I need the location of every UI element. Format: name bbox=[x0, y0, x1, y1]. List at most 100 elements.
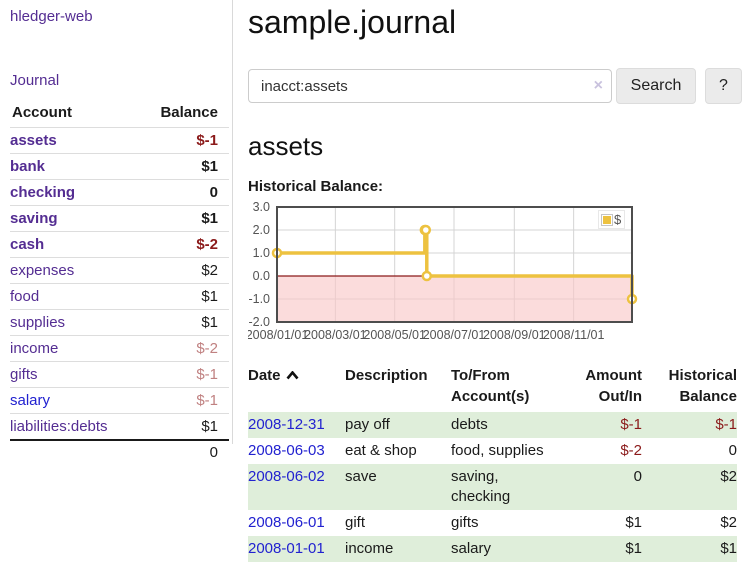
transaction-accounts: food, supplies bbox=[451, 442, 544, 459]
svg-text:2008/09/01: 2008/09/01 bbox=[483, 328, 546, 342]
account-link-gifts[interactable]: gifts bbox=[10, 366, 38, 383]
account-balance: $1 bbox=[201, 288, 218, 305]
transaction-accounts: salary bbox=[451, 540, 492, 557]
register-row: 2008-12-31 pay off debts $-1 $-1 bbox=[248, 412, 737, 438]
svg-text:-2.0: -2.0 bbox=[248, 315, 270, 329]
account-balance: $-2 bbox=[196, 340, 218, 357]
account-link-saving[interactable]: saving bbox=[10, 210, 58, 227]
transaction-date-link[interactable]: 2008-01-01 bbox=[248, 540, 325, 557]
transaction-balance: $2 bbox=[720, 468, 737, 485]
svg-text:0.0: 0.0 bbox=[253, 269, 270, 283]
transaction-amount: $1 bbox=[625, 540, 642, 557]
account-row: income $-2 bbox=[10, 335, 229, 362]
account-row: supplies $1 bbox=[10, 309, 229, 336]
svg-text:2008/07/01: 2008/07/01 bbox=[423, 328, 486, 342]
transaction-balance: 0 bbox=[728, 442, 737, 459]
search-button[interactable]: Search bbox=[616, 68, 696, 104]
account-balance: $-1 bbox=[196, 392, 218, 409]
main-content: sample.journal × Search ? assets Histori… bbox=[246, 0, 742, 562]
register-col-accounts: To/From Account(s) bbox=[451, 367, 530, 405]
account-link-salary[interactable]: salary bbox=[10, 392, 51, 409]
transaction-amount: $-2 bbox=[620, 442, 642, 459]
account-balance: $1 bbox=[201, 314, 218, 331]
svg-text:2008/11/01: 2008/11/01 bbox=[543, 328, 605, 342]
svg-text:2008/01/01: 2008/01/01 bbox=[248, 328, 308, 342]
svg-text:-1.0: -1.0 bbox=[248, 292, 270, 306]
account-balance: $1 bbox=[201, 158, 218, 175]
transaction-accounts: debts bbox=[451, 416, 488, 433]
transaction-date-link[interactable]: 2008-06-03 bbox=[248, 442, 325, 459]
account-row: expenses $2 bbox=[10, 257, 229, 284]
account-balance: $-1 bbox=[196, 366, 218, 383]
search-form: × Search ? bbox=[248, 68, 742, 104]
account-link-income[interactable]: income bbox=[10, 340, 59, 357]
accounts-table: Account Balance assets $-1 bank $1 check… bbox=[10, 102, 229, 464]
svg-text:1.0: 1.0 bbox=[253, 246, 270, 260]
account-row: salary $-1 bbox=[10, 387, 229, 414]
account-link-assets[interactable]: assets bbox=[10, 132, 57, 149]
account-link-food[interactable]: food bbox=[10, 288, 40, 305]
account-balance: $-2 bbox=[196, 236, 218, 253]
register-col-balance: Historical Balance bbox=[668, 367, 737, 405]
historical-balance-chart: 3.0 2.0 1.0 0.0 -1.0 -2.0 2008/01/01 2008/03/01… bbox=[246, 200, 742, 346]
sidebar-item-journal[interactable]: Journal bbox=[10, 72, 60, 89]
account-heading: assets bbox=[248, 131, 324, 161]
account-row: liabilities:debts $1 bbox=[10, 413, 229, 441]
svg-text:2008/03/01: 2008/03/01 bbox=[304, 328, 367, 342]
accounts-header-row: Account Balance bbox=[10, 102, 229, 128]
register-header-row: Date Description To/From Account(s) Amou… bbox=[248, 363, 737, 412]
account-balance: $2 bbox=[201, 262, 218, 279]
account-balance: $1 bbox=[201, 210, 218, 227]
sidebar: hledger-web Journal Account Balance asse… bbox=[0, 0, 233, 461]
transaction-description: income bbox=[345, 540, 394, 557]
transaction-amount: 0 bbox=[633, 468, 642, 485]
account-balance: 0 bbox=[209, 184, 218, 201]
transaction-description: eat & shop bbox=[345, 442, 417, 459]
accounts-total-row: 0 bbox=[10, 440, 229, 464]
transaction-date-link[interactable]: 2008-06-01 bbox=[248, 514, 325, 531]
account-balance: $1 bbox=[201, 418, 218, 435]
transaction-balance: $-1 bbox=[715, 416, 737, 433]
account-row: assets $-1 bbox=[10, 127, 229, 154]
transaction-accounts: saving, checking bbox=[451, 468, 511, 505]
account-row: gifts $-1 bbox=[10, 361, 229, 388]
clear-search-icon[interactable]: × bbox=[593, 77, 603, 94]
register-col-description: Description bbox=[345, 367, 428, 384]
register-row: 2008-06-01 gift gifts $1 $2 bbox=[248, 510, 737, 536]
transaction-description: save bbox=[345, 468, 377, 485]
account-row: bank $1 bbox=[10, 153, 229, 180]
transaction-description: gift bbox=[345, 514, 366, 531]
legend-label: $ bbox=[614, 212, 622, 227]
register-row: 2008-06-02 save saving, checking 0 $2 bbox=[248, 464, 737, 510]
accounts-col-account: Account bbox=[12, 104, 72, 121]
account-link-supplies[interactable]: supplies bbox=[10, 314, 66, 331]
chart-legend: $ bbox=[598, 210, 626, 229]
register-col-amount: Amount Out/In bbox=[585, 367, 642, 405]
account-link-bank[interactable]: bank bbox=[10, 158, 46, 175]
account-row: cash $-2 bbox=[10, 231, 229, 258]
account-link-liabilities-debts[interactable]: liabilities:debts bbox=[10, 418, 108, 435]
app-title-link[interactable]: hledger-web bbox=[10, 8, 93, 25]
svg-text:2008/05/01: 2008/05/01 bbox=[363, 328, 426, 342]
register-table: Date Description To/From Account(s) Amou… bbox=[248, 363, 737, 562]
account-balance: $-1 bbox=[196, 132, 218, 149]
accounts-total-value: 0 bbox=[209, 444, 218, 461]
transaction-date-link[interactable]: 2008-12-31 bbox=[248, 416, 325, 433]
sort-ascending-icon bbox=[286, 365, 299, 386]
chart-section-label: Historical Balance: bbox=[248, 178, 384, 195]
help-button[interactable]: ? bbox=[705, 68, 742, 104]
transaction-accounts: gifts bbox=[451, 514, 479, 531]
transaction-description: pay off bbox=[345, 416, 390, 433]
transaction-balance: $2 bbox=[720, 514, 737, 531]
transaction-amount: $1 bbox=[625, 514, 642, 531]
account-link-expenses[interactable]: expenses bbox=[10, 262, 75, 279]
svg-text:2.0: 2.0 bbox=[253, 223, 270, 237]
search-input[interactable] bbox=[248, 69, 612, 103]
svg-text:3.0: 3.0 bbox=[253, 202, 270, 214]
transaction-date-link[interactable]: 2008-06-02 bbox=[248, 468, 325, 485]
legend-swatch-icon bbox=[601, 213, 613, 226]
account-link-cash[interactable]: cash bbox=[10, 236, 45, 253]
search-box: × bbox=[248, 69, 612, 103]
account-link-checking[interactable]: checking bbox=[10, 184, 76, 201]
accounts-col-balance: Balance bbox=[160, 104, 218, 121]
